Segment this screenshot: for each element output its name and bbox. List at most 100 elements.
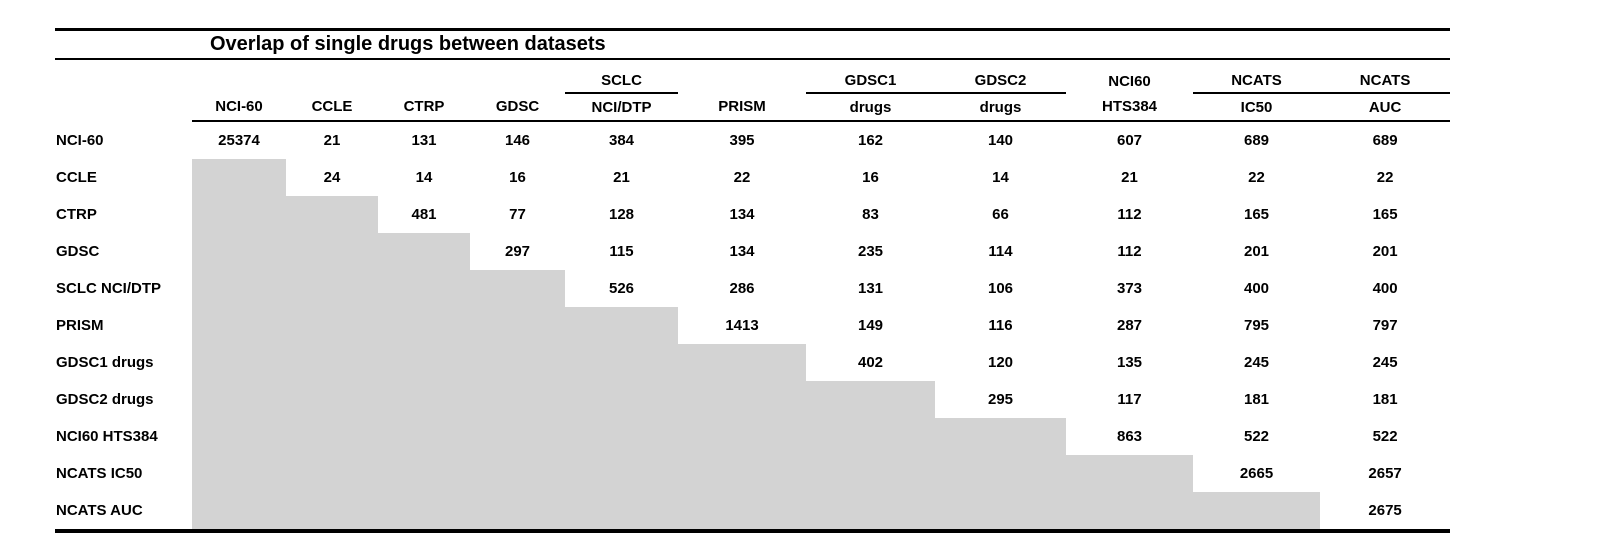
value-cell: 481 [411,206,437,223]
value-cell: 797 [1372,317,1398,334]
shaded-cell [378,344,470,381]
shaded-cell [286,455,378,492]
row-label: CTRP [56,206,97,223]
shaded-cell [192,159,286,196]
table-row: PRISM 1413 149 116 287 795 797 [55,307,1450,344]
shaded-cell [286,344,378,381]
shaded-cell [192,492,286,533]
shaded-cell [378,270,470,307]
value-cell: 140 [987,132,1014,149]
value-cell: 373 [1116,280,1143,297]
table-row: NCI60 HTS384 863 522 522 [55,418,1450,455]
shaded-cell [678,455,806,492]
shaded-cell [192,307,286,344]
col-header-gdsc2-drugs: drugs [935,93,1066,122]
shaded-cell [378,381,470,418]
col-group-ncats-ic50: NCATS [1193,59,1320,94]
value-cell: 21 [323,132,341,149]
shaded-cell [378,418,470,455]
table-title: Overlap of single drugs between datasets [210,33,606,55]
value-cell: 297 [504,243,531,260]
row-label: NCI-60 [56,131,104,149]
value-cell: 689 [1243,132,1270,149]
value-cell: 295 [987,391,1014,408]
row-label: NCATS IC50 [56,465,143,482]
shaded-cell [470,344,565,381]
value-cell: 131 [411,132,437,149]
value-cell: 115 [609,243,634,260]
shaded-cell [1066,455,1193,492]
col-header-ic50: IC50 [1193,93,1320,122]
shaded-cell [935,492,1066,533]
shaded-cell [1066,492,1193,533]
shaded-cell [378,307,470,344]
value-cell: 146 [504,132,531,149]
value-cell: 77 [509,206,526,223]
row-label: GDSC1 drugs [56,354,154,371]
value-cell: 607 [1116,132,1143,149]
value-cell: 112 [1117,206,1142,223]
shaded-cell [286,492,378,533]
value-cell: 21 [1121,169,1138,186]
value-cell: 149 [857,317,884,334]
shaded-cell [286,233,378,270]
shaded-cell [565,492,678,533]
value-cell: 114 [988,243,1013,260]
value-cell: 2665 [1239,465,1274,482]
col-group-gdsc2: GDSC2 [935,59,1066,94]
value-cell: 22 [1376,169,1394,186]
table-row: CTRP 481 77 128 134 83 66 112 165 165 [55,196,1450,233]
value-cell: 22 [733,169,751,186]
col-header-ctrp: CTRP [378,93,470,122]
shaded-cell [192,381,286,418]
col-group-sclc: SCLC [565,59,678,94]
value-cell: 116 [988,317,1013,334]
table-row: NCATS AUC 2675 [55,492,1451,533]
value-cell: 165 [1372,206,1398,223]
value-cell: 201 [1243,243,1270,260]
shaded-cell [470,492,565,533]
value-cell: 526 [608,280,635,297]
table-row: CCLE 24 14 16 21 22 16 14 21 22 22 [55,159,1450,196]
header-spacer [192,59,286,93]
shaded-cell [378,233,470,270]
column-group-row: SCLC GDSC1 GDSC2 NCI60 NCATS NCATS [55,59,1451,94]
shaded-cell [470,307,565,344]
shaded-cell [806,492,935,533]
header-spacer [286,59,378,93]
col-header-ccle: CCLE [286,93,378,122]
shaded-cell [192,233,286,270]
shaded-cell [565,418,678,455]
shaded-cell [378,455,470,492]
drug-overlap-table: Overlap of single drugs between datasets… [55,28,1451,533]
title-cell: Overlap of single drugs between datasets [55,28,1451,60]
value-cell: 83 [862,206,879,223]
value-cell: 106 [987,280,1014,297]
value-cell: 201 [1372,243,1398,260]
value-cell: 165 [1243,206,1270,223]
value-cell: 2657 [1368,465,1402,482]
value-cell: 66 [992,206,1009,223]
value-cell: 400 [1243,280,1270,297]
value-cell: 522 [1243,428,1270,445]
value-cell: 120 [987,354,1014,371]
col-group-gdsc1: GDSC1 [806,59,935,94]
shaded-cell [678,418,806,455]
col-group-nci60: NCI60 [1108,73,1151,90]
value-cell: 135 [1116,354,1143,371]
value-cell: 795 [1243,317,1270,334]
value-cell: 117 [1117,391,1142,408]
value-cell: 162 [857,132,884,149]
value-cell: 134 [729,243,755,260]
shaded-cell [192,196,286,233]
shaded-cell [192,270,286,307]
table-row: SCLC NCI/DTP 526 286 131 106 373 400 400 [55,270,1450,307]
col-header-nci-dtp: NCI/DTP [565,93,678,122]
value-cell: 16 [509,169,526,186]
header-spacer [470,59,565,93]
col-header-hts384: HTS384 [1066,93,1193,122]
value-cell: 14 [415,169,433,186]
header-spacer [378,59,470,93]
col-header-auc: AUC [1320,93,1451,122]
